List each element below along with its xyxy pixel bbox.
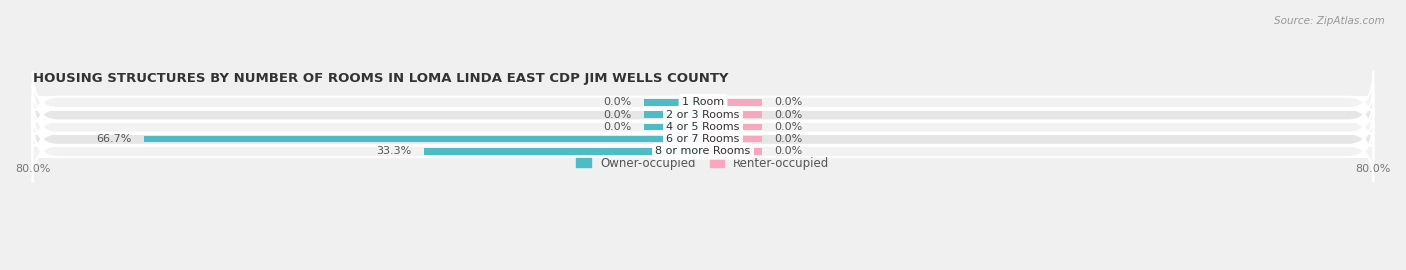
FancyBboxPatch shape: [32, 84, 1374, 146]
Bar: [703, 99, 762, 106]
Bar: [644, 124, 703, 130]
Bar: [145, 136, 703, 142]
FancyBboxPatch shape: [32, 120, 1374, 182]
Text: 33.3%: 33.3%: [377, 146, 412, 156]
Text: Source: ZipAtlas.com: Source: ZipAtlas.com: [1274, 16, 1385, 26]
FancyBboxPatch shape: [32, 96, 1374, 158]
Text: 1 Room: 1 Room: [682, 97, 724, 107]
Text: 8 or more Rooms: 8 or more Rooms: [655, 146, 751, 156]
Text: 0.0%: 0.0%: [775, 134, 803, 144]
Text: 0.0%: 0.0%: [775, 122, 803, 132]
Text: 0.0%: 0.0%: [603, 122, 631, 132]
Text: 0.0%: 0.0%: [775, 97, 803, 107]
Text: 2 or 3 Rooms: 2 or 3 Rooms: [666, 110, 740, 120]
Bar: [703, 112, 762, 118]
Text: 6 or 7 Rooms: 6 or 7 Rooms: [666, 134, 740, 144]
Bar: [425, 148, 703, 154]
Legend: Owner-occupied, Renter-occupied: Owner-occupied, Renter-occupied: [576, 157, 830, 170]
Bar: [644, 99, 703, 106]
Text: 0.0%: 0.0%: [775, 110, 803, 120]
Text: 66.7%: 66.7%: [96, 134, 132, 144]
Bar: [703, 124, 762, 130]
Text: 4 or 5 Rooms: 4 or 5 Rooms: [666, 122, 740, 132]
FancyBboxPatch shape: [32, 108, 1374, 170]
Text: HOUSING STRUCTURES BY NUMBER OF ROOMS IN LOMA LINDA EAST CDP JIM WELLS COUNTY: HOUSING STRUCTURES BY NUMBER OF ROOMS IN…: [32, 72, 728, 85]
Text: 0.0%: 0.0%: [603, 110, 631, 120]
Bar: [703, 136, 762, 142]
FancyBboxPatch shape: [32, 72, 1374, 133]
Bar: [703, 148, 762, 154]
Text: 0.0%: 0.0%: [603, 97, 631, 107]
Text: 0.0%: 0.0%: [775, 146, 803, 156]
Bar: [644, 112, 703, 118]
